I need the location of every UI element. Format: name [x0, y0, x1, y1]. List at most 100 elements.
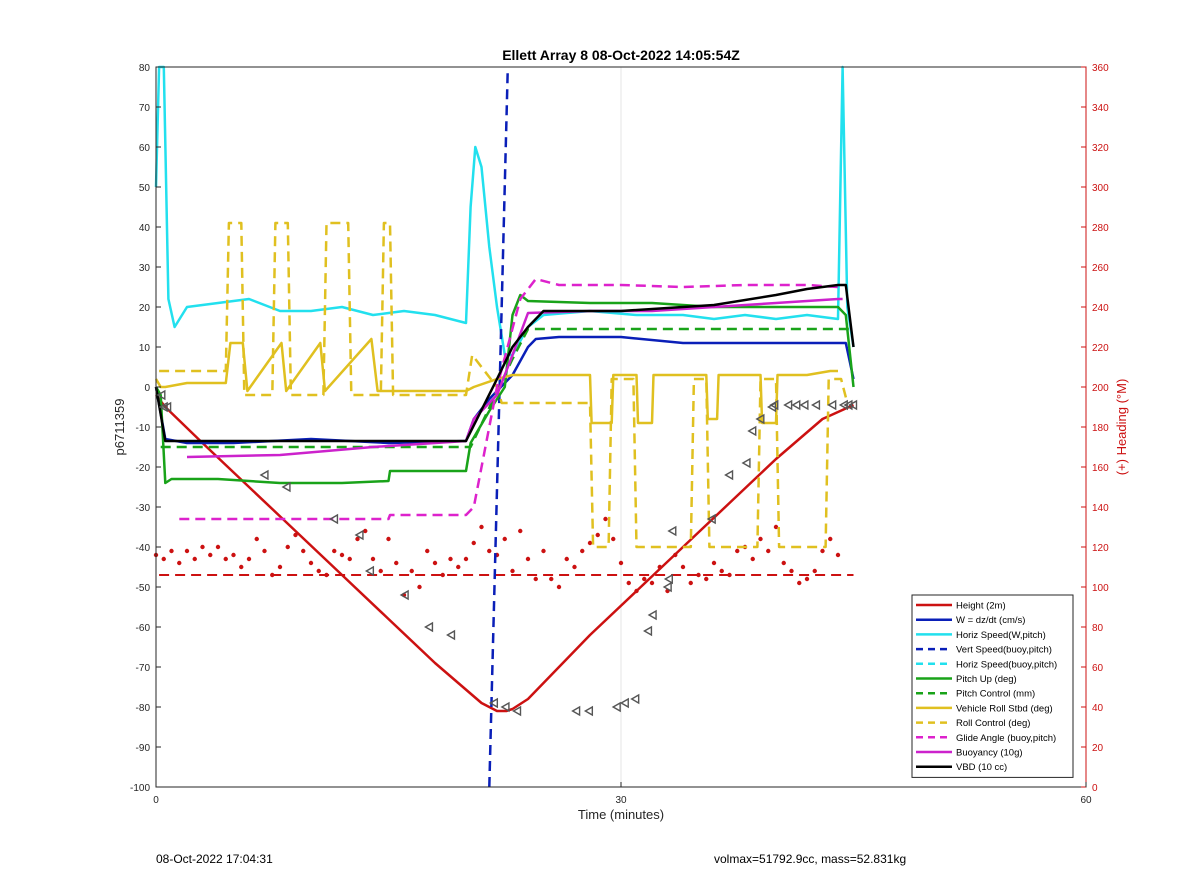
heading-point [556, 584, 562, 590]
y2-tick-label: 300 [1092, 183, 1109, 194]
heading-point [200, 544, 205, 550]
height-marker [706, 513, 716, 525]
axis-layer: -100-90-80-70-60-50-40-30-20-10010203040… [130, 63, 1109, 806]
heading-point [711, 560, 717, 566]
series-layer [153, 65, 858, 788]
heading-point [456, 564, 461, 570]
legend-entry: W = dz/dt (cm/s) [956, 615, 1025, 626]
heading-point [409, 568, 414, 574]
height-marker [643, 625, 653, 637]
heading-point [440, 572, 445, 578]
x-tick-label: 0 [153, 795, 159, 806]
y-tick-label: 70 [139, 103, 151, 114]
legend-entry: Pitch Control (mm) [956, 689, 1035, 700]
heading-point [626, 580, 631, 586]
y2-tick-label: 100 [1092, 583, 1109, 594]
heading-point [580, 548, 585, 554]
height-marker [329, 513, 339, 525]
heading-point [510, 568, 515, 574]
legend-entry: Roll Control (deg) [956, 718, 1030, 729]
x-tick-label: 60 [1080, 795, 1092, 806]
heading-point [618, 560, 624, 566]
heading-point [223, 556, 228, 562]
heading-point [696, 572, 701, 578]
heading-point [316, 568, 321, 574]
heading-point [463, 556, 469, 562]
heading-point [177, 560, 182, 566]
height-marker [799, 399, 809, 411]
series-vehicle-roll-stbd-deg [154, 337, 838, 425]
y2-tick-label: 320 [1092, 143, 1109, 154]
heading-point [564, 556, 569, 562]
height-marker [667, 525, 677, 537]
y-tick-label: -20 [136, 463, 151, 474]
heading-point [254, 536, 259, 542]
series-horiz-speed-w-pitch [154, 65, 855, 357]
heading-point [277, 564, 283, 570]
series-pitch-up-deg [154, 293, 855, 485]
heading-point [587, 540, 593, 546]
y-tick-label: -10 [136, 423, 151, 434]
height-marker [446, 629, 456, 641]
height-marker [399, 589, 409, 601]
heading-point [766, 548, 771, 554]
series-glide-angle-buoy-pitch [179, 277, 839, 521]
y2-tick-label: 200 [1092, 383, 1109, 394]
chart-title: Ellett Array 8 08-Oct-2022 14:05:54Z [502, 47, 740, 63]
y-tick-label: -50 [136, 583, 151, 594]
heading-point [339, 552, 345, 558]
legend: Height (2m) W = dz/dt (cm/s) Horiz Speed(W… [911, 594, 1074, 778]
heading-point [246, 556, 252, 562]
heading-point [471, 540, 476, 546]
heading-point [727, 572, 732, 578]
y-tick-label: 30 [139, 263, 151, 274]
legend-entry: Pitch Up (deg) [956, 674, 1017, 685]
height-marker [512, 705, 522, 717]
heading-point [308, 560, 314, 566]
heading-point [750, 556, 755, 562]
heading-point [239, 564, 244, 570]
legend-entry: Buoyancy (10g) [956, 748, 1023, 759]
y-tick-label: -40 [136, 543, 151, 554]
heading-point [479, 524, 484, 530]
height-marker [827, 399, 837, 411]
series-pitch-control-mm [160, 327, 854, 449]
heading-point [262, 548, 267, 554]
legend-entry: Vert Speed(buoy,pitch) [956, 645, 1052, 656]
x-axis-label: Time (minutes) [578, 807, 664, 822]
heading-point [642, 576, 647, 582]
heading-point [161, 556, 166, 562]
y2-tick-label: 240 [1092, 303, 1109, 314]
series-height-2m [155, 394, 855, 713]
heading-point [487, 548, 492, 554]
heading-point [432, 560, 438, 566]
heading-point [332, 548, 337, 554]
heading-point [301, 548, 306, 554]
heading-point [355, 536, 360, 542]
y-axis-label: p6711359 [112, 399, 127, 456]
y-tick-label: 20 [139, 303, 151, 314]
heading-point [649, 580, 655, 586]
y-tick-label: -70 [136, 663, 151, 674]
height-marker [611, 701, 621, 713]
heading-point [820, 548, 825, 554]
x-tick-label: 30 [615, 795, 627, 806]
series-buoyancy-10g [186, 297, 843, 459]
height-marker [488, 697, 499, 709]
y2-tick-label: 260 [1092, 263, 1109, 274]
heading-point [611, 536, 616, 542]
heading-point [378, 568, 383, 574]
heading-point [549, 576, 554, 582]
heading-point [812, 568, 817, 574]
height-marker [630, 693, 640, 705]
height-marker [500, 701, 510, 713]
heading-point [215, 544, 221, 550]
heading-point [603, 516, 608, 522]
height-marker [162, 401, 172, 413]
y2-tick-label: 20 [1092, 743, 1104, 754]
heading-point [704, 576, 709, 582]
heading-point [208, 552, 213, 558]
y-tick-label: 50 [139, 183, 151, 194]
heading-point [518, 528, 523, 534]
